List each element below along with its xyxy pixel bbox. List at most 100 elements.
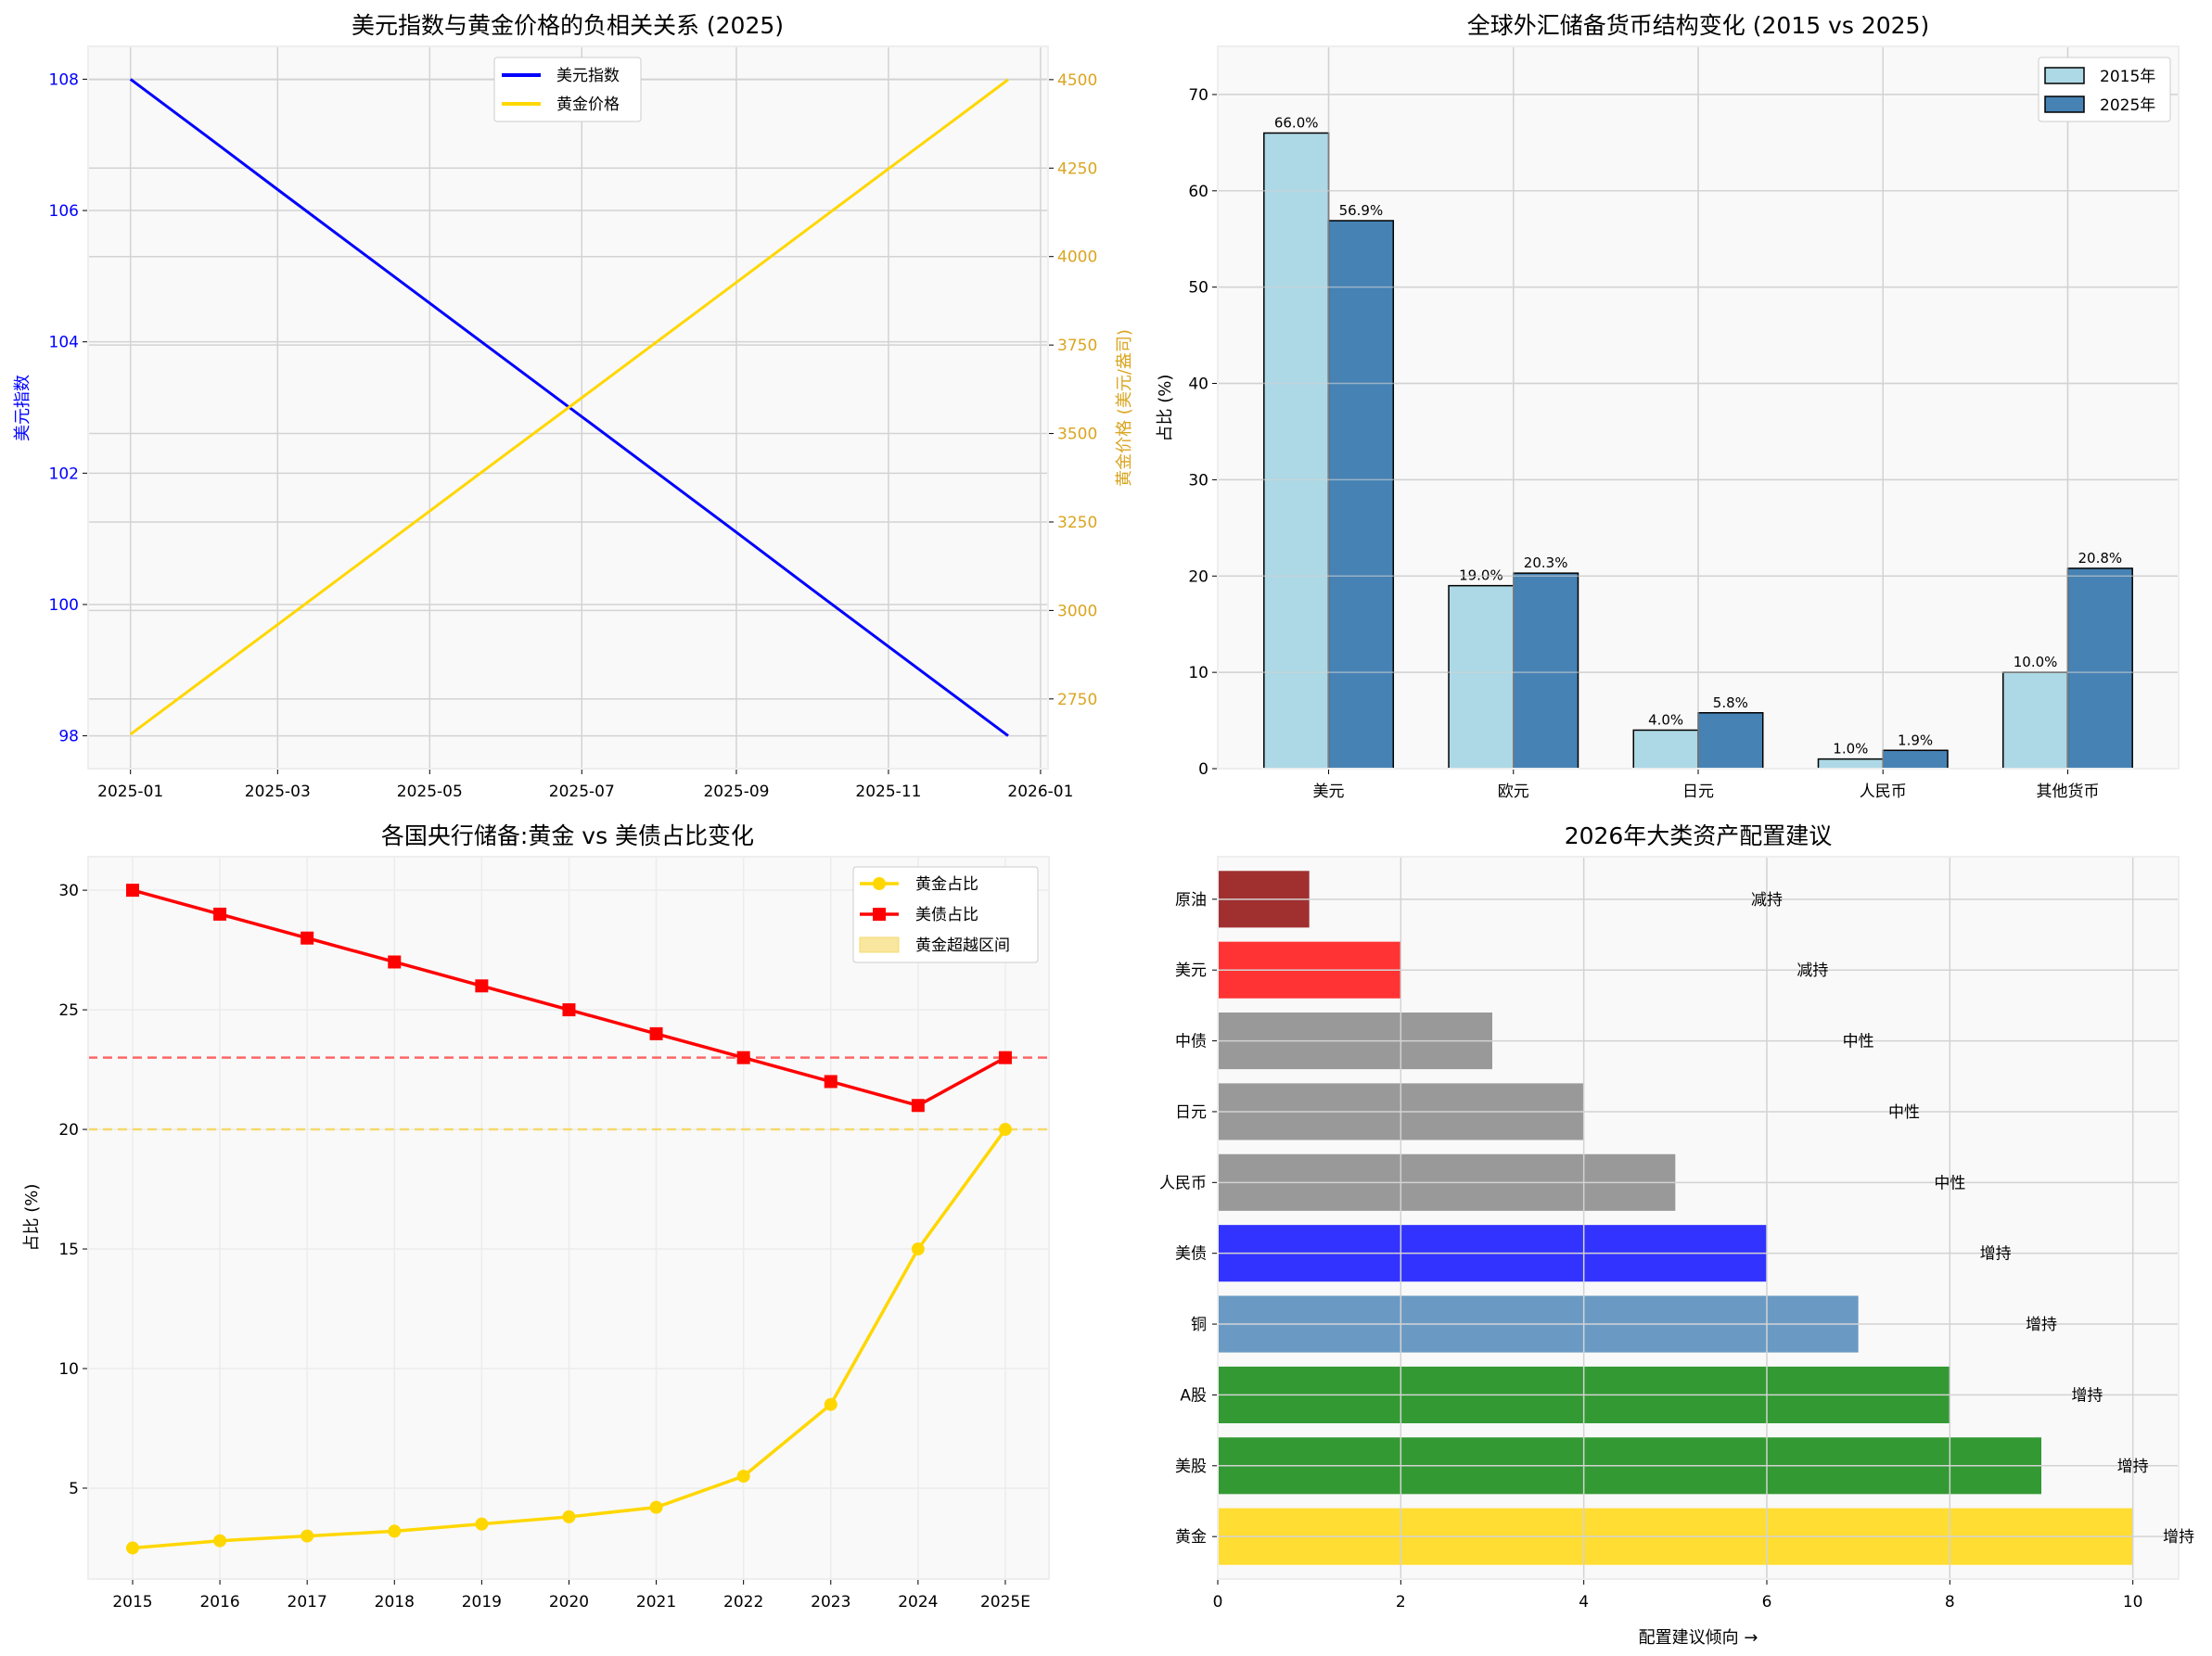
chart2-y-tick-label: 30 [1188,471,1208,490]
chart4-x-tick-label: 0 [1213,1593,1223,1611]
chart2-bar [1448,584,1515,770]
chart3-marker [125,884,139,898]
chart3-marker [649,1026,663,1040]
chart2-bar [1882,749,1949,770]
chart3-x-tick-label: 2024 [898,1593,938,1611]
chart3-marker [125,1541,139,1555]
chart4-x-tick-label: 10 [2123,1593,2143,1611]
chart3-marker [824,1397,837,1411]
chart1-y-tick-label: 100 [49,596,79,615]
chart1-y-tick-label: 102 [49,465,79,483]
chart1-y2-tick-label: 4000 [1057,248,1097,267]
chart2-bar-label: 20.8% [2078,550,2122,567]
chart3-marker [998,1051,1012,1064]
chart4-bar-annotation: 中性 [1934,1174,1965,1192]
chart3-y-tick-label: 30 [58,882,79,900]
chart4-bar-annotation: 增持 [2026,1316,2057,1334]
chart3-x-tick-label: 2022 [723,1593,763,1611]
chart4-bar-annotation: 增持 [1980,1245,2012,1264]
chart2-y-tick-label: 10 [1188,664,1208,682]
chart2-y-tick-label: 50 [1188,279,1208,298]
chart3-marker [911,1099,925,1113]
chart1-x-tick-label: 2025-11 [855,783,921,801]
chart2-bar-label: 66.0% [1274,114,1319,131]
chart4-y-tick-label: 人民币 [1159,1174,1207,1192]
chart1-y2-tick-label: 4250 [1057,159,1097,178]
chart4-bar-annotation: 增持 [2071,1386,2103,1405]
chart1-x-tick-label: 2025-01 [97,783,163,801]
chart2-x-tick-label: 欧元 [1498,783,1529,801]
chart3-x-tick-label: 2019 [462,1593,502,1611]
chart3-frame [87,856,1050,1580]
chart3-legend-marker [873,877,886,890]
chart2-ylabel: 占比 (%) [1156,375,1175,442]
chart4-y-tick-label: 原油 [1175,891,1207,910]
chart3-marker [300,1529,314,1543]
chart4-y-tick-label: 美债 [1175,1245,1207,1264]
chart4-xlabel: 配置建议倾向 → [1639,1628,1758,1648]
chart2-bar-label: 20.3% [1524,554,1568,571]
chart2-bar [2066,567,2133,770]
chart4-y-tick-label: A股 [1180,1386,1207,1405]
chart3-marker [911,1242,925,1256]
chart3-legend-label: 黄金占比 [915,875,978,894]
chart2-bar-label: 1.0% [1833,741,1868,758]
chart3-x-tick-label: 2016 [199,1593,239,1611]
chart1-y-tick-label: 106 [49,202,79,221]
chart3-legend-swatch [859,936,900,953]
chart3-legend-box [852,866,1039,963]
chart2-y-tick-label: 0 [1198,760,1208,779]
chart2-bar [1632,729,1699,770]
chart2-bar [1513,572,1579,770]
chart3-marker [736,1470,750,1484]
chart4-y-tick-label: 铜 [1191,1316,1207,1334]
chart3-legend-marker [873,908,886,921]
chart2-legend-swatch [2044,96,2085,113]
chart4-y-tick-label: 美元 [1175,962,1207,980]
chart1-y2-tick-label: 3750 [1057,337,1097,355]
chart2-x-tick-label: 其他货币 [2036,783,2099,801]
chart1-ylabel-right: 黄金价格 (美元/盎司) [1115,329,1134,487]
chart1-y2-tick-label: 3000 [1057,602,1097,620]
chart3-x-tick-label: 2021 [636,1593,676,1611]
chart3-x-tick-label: 2018 [375,1593,415,1611]
chart4-x-tick-label: 2 [1396,1593,1406,1611]
chart1-y-tick-label: 108 [49,70,79,89]
chart2-legend-label: 2015年 [2100,68,2155,86]
chart1-x-tick-label: 2025-05 [397,783,463,801]
chart2-x-tick-label: 日元 [1682,783,1714,801]
chart1-series-line-1 [129,78,1009,737]
chart1-y2-tick-label: 3500 [1057,426,1097,444]
chart2-bar [1817,758,1884,770]
chart1-frame [87,45,1049,770]
chart1-x-tick-label: 2025-09 [703,783,769,801]
chart2-bar [1697,712,1764,770]
chart1-x-tick-label: 2025-07 [549,783,615,801]
chart3-marker [998,1123,1012,1137]
chart1-x-tick-label: 2025-03 [245,783,311,801]
chart3-marker [213,907,227,921]
chart2-bar-label: 4.0% [1648,711,1683,728]
chart3-x-tick-label: 2025E [980,1593,1030,1611]
chart3-marker [649,1500,663,1514]
chart4-y-tick-label: 美股 [1175,1458,1207,1476]
chart3-marker [475,1517,489,1531]
chart2-y-tick-label: 60 [1188,183,1208,201]
chart3-marker [824,1075,837,1089]
chart3-legend-label: 美债占比 [915,906,978,924]
chart2-x-tick-label: 美元 [1313,783,1345,801]
chart4-y-tick-label: 中债 [1175,1033,1207,1051]
chart2-legend: 2015年 2025年 [2038,57,2171,122]
chart3-y-tick-label: 25 [58,1001,79,1020]
chart4-x-tick-label: 4 [1579,1593,1589,1611]
chart2-title: 全球外汇储备货币结构变化 (2015 vs 2025) [1467,12,1929,39]
chart3-marker [562,1510,576,1523]
chart2-legend-label: 2025年 [2100,96,2155,115]
chart3-y-tick-label: 5 [69,1480,79,1498]
chart3-ylabel: 占比 (%) [22,1184,42,1252]
chart1-legend-label: 美元指数 [556,67,620,85]
chart2-bar-label: 10.0% [2014,654,2058,670]
